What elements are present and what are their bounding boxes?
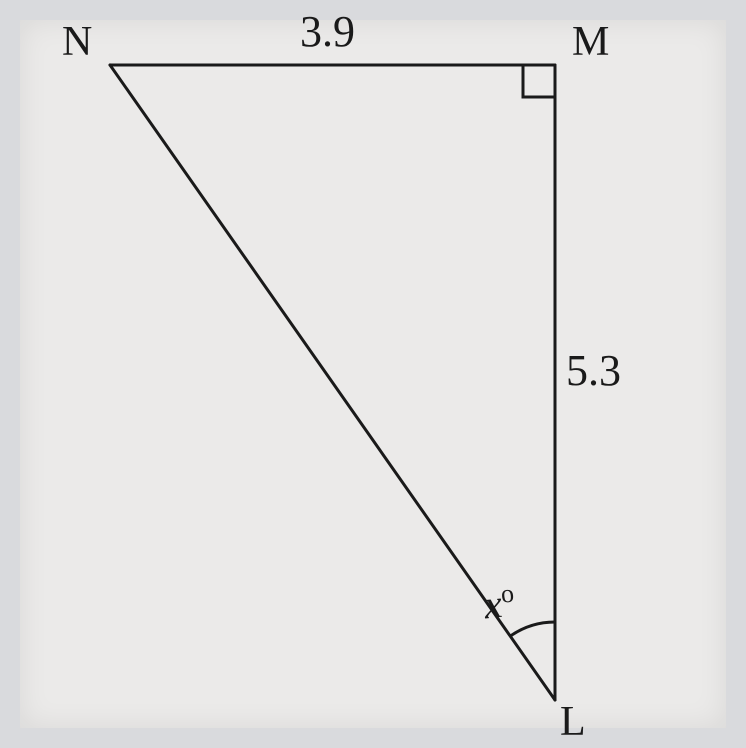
side-label-ml: 5.3: [566, 345, 621, 396]
vertex-label-l: L: [560, 698, 586, 746]
vertex-label-m: M: [572, 18, 609, 66]
side-label-nm: 3.9: [300, 6, 355, 57]
angle-label-x: xo: [482, 579, 518, 629]
vertex-label-n: N: [62, 18, 92, 66]
triangle-svg: [0, 0, 746, 748]
